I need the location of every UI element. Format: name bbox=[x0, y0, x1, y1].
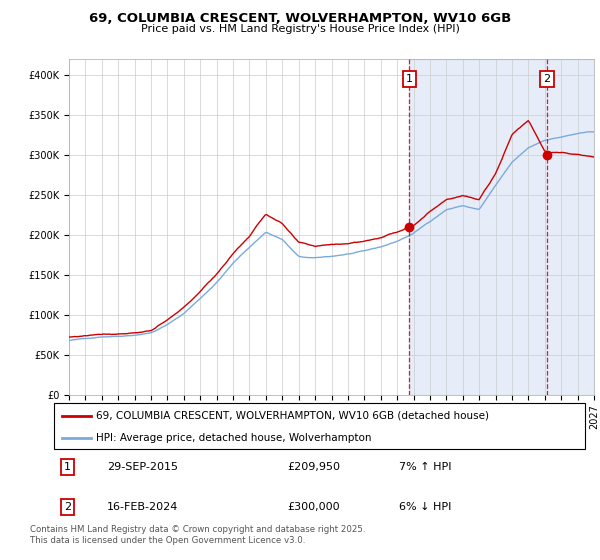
Text: Contains HM Land Registry data © Crown copyright and database right 2025.
This d: Contains HM Land Registry data © Crown c… bbox=[30, 525, 365, 545]
Text: £300,000: £300,000 bbox=[287, 502, 340, 512]
Bar bbox=[409, 59, 594, 395]
FancyBboxPatch shape bbox=[54, 403, 585, 449]
Text: HPI: Average price, detached house, Wolverhampton: HPI: Average price, detached house, Wolv… bbox=[97, 433, 372, 442]
Text: 6% ↓ HPI: 6% ↓ HPI bbox=[399, 502, 452, 512]
Text: 2: 2 bbox=[543, 74, 550, 84]
Text: 1: 1 bbox=[406, 74, 413, 84]
Text: 1: 1 bbox=[64, 462, 71, 472]
Text: 16-FEB-2024: 16-FEB-2024 bbox=[107, 502, 178, 512]
Text: 7% ↑ HPI: 7% ↑ HPI bbox=[399, 462, 452, 472]
Text: 2: 2 bbox=[64, 502, 71, 512]
Text: £209,950: £209,950 bbox=[287, 462, 341, 472]
Text: 69, COLUMBIA CRESCENT, WOLVERHAMPTON, WV10 6GB (detached house): 69, COLUMBIA CRESCENT, WOLVERHAMPTON, WV… bbox=[97, 410, 490, 421]
Text: 69, COLUMBIA CRESCENT, WOLVERHAMPTON, WV10 6GB: 69, COLUMBIA CRESCENT, WOLVERHAMPTON, WV… bbox=[89, 12, 511, 25]
Text: 29-SEP-2015: 29-SEP-2015 bbox=[107, 462, 178, 472]
Text: Price paid vs. HM Land Registry's House Price Index (HPI): Price paid vs. HM Land Registry's House … bbox=[140, 24, 460, 34]
